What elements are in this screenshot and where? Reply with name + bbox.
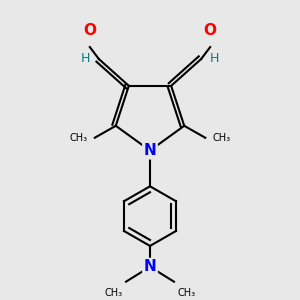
Text: H: H <box>210 52 220 65</box>
Text: N: N <box>144 143 156 158</box>
Text: CH₃: CH₃ <box>69 133 87 143</box>
Text: H: H <box>80 52 90 65</box>
Text: CH₃: CH₃ <box>177 288 195 298</box>
Text: O: O <box>204 23 217 38</box>
Text: O: O <box>83 23 96 38</box>
Text: N: N <box>144 259 156 274</box>
Text: CH₃: CH₃ <box>213 133 231 143</box>
Text: CH₃: CH₃ <box>105 288 123 298</box>
